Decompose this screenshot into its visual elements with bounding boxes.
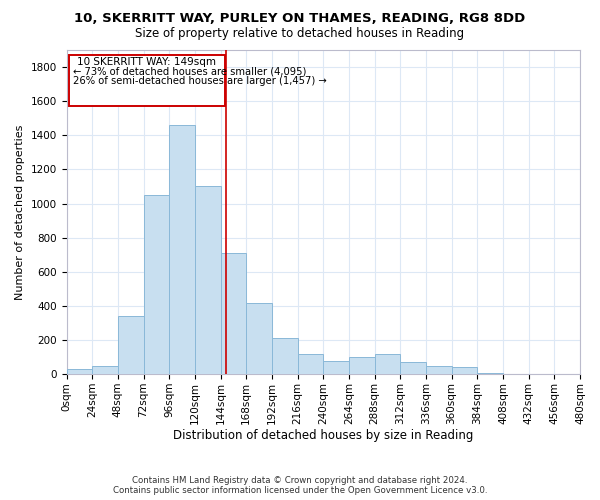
Bar: [169, 125, 195, 374]
Bar: [143, 195, 169, 374]
Text: 10, SKERRITT WAY, PURLEY ON THAMES, READING, RG8 8DD: 10, SKERRITT WAY, PURLEY ON THAMES, READ…: [74, 12, 526, 26]
Bar: [221, 253, 246, 374]
X-axis label: Distribution of detached houses by size in Reading: Distribution of detached houses by size …: [173, 430, 473, 442]
Text: 26% of semi-detached houses are larger (1,457) →: 26% of semi-detached houses are larger (…: [73, 76, 326, 86]
Y-axis label: Number of detached properties: Number of detached properties: [15, 124, 25, 300]
Bar: [246, 302, 272, 374]
Bar: [323, 362, 349, 374]
Bar: [349, 357, 374, 374]
Bar: [195, 186, 221, 374]
Bar: [400, 362, 426, 374]
Text: 10 SKERRITT WAY: 149sqm: 10 SKERRITT WAY: 149sqm: [77, 57, 216, 67]
Text: Contains HM Land Registry data © Crown copyright and database right 2024.
Contai: Contains HM Land Registry data © Crown c…: [113, 476, 487, 495]
Bar: [374, 354, 400, 374]
Bar: [298, 354, 323, 374]
Bar: [272, 338, 298, 374]
Bar: [118, 316, 143, 374]
Bar: [426, 366, 452, 374]
FancyBboxPatch shape: [68, 55, 225, 106]
Text: Size of property relative to detached houses in Reading: Size of property relative to detached ho…: [136, 28, 464, 40]
Bar: [67, 370, 92, 374]
Text: ← 73% of detached houses are smaller (4,095): ← 73% of detached houses are smaller (4,…: [73, 66, 307, 76]
Bar: [92, 366, 118, 374]
Bar: [452, 367, 478, 374]
